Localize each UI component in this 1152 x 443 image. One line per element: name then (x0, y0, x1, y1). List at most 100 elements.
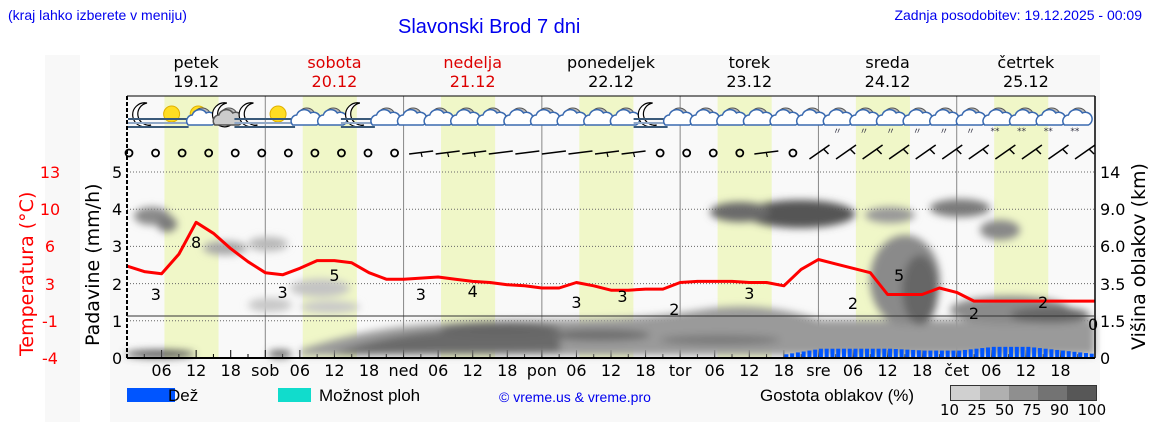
day-header: petek 19.12 (136, 53, 256, 91)
svg-text:4: 4 (468, 282, 478, 301)
density-scale-label: 90 (1050, 401, 1070, 419)
cloud-density-scale (950, 385, 1097, 401)
day-header: sobota 20.12 (274, 53, 394, 91)
svg-text:0: 0 (1088, 315, 1098, 334)
svg-text:5: 5 (894, 266, 904, 285)
x-tick-label: 12 (1015, 361, 1037, 380)
copyright-link[interactable]: © vreme.us & vreme.pro (499, 389, 651, 405)
cloud-height-tick: 6.0 (1100, 237, 1126, 257)
x-tick-label: 06 (981, 361, 1002, 380)
x-tick-label: 06 (842, 361, 864, 380)
svg-text:〃: 〃 (939, 127, 948, 137)
precip-tick: 3 (112, 237, 123, 257)
day-name: ponedeljek (567, 53, 655, 72)
svg-text:3: 3 (744, 284, 754, 303)
page-title: Slavonski Brod 7 dni (398, 16, 581, 38)
x-tick-label: 12 (877, 361, 898, 380)
svg-text:2: 2 (1038, 293, 1048, 312)
svg-text:8: 8 (191, 233, 201, 252)
svg-text:**: ** (1044, 127, 1054, 137)
day-date: 24.12 (864, 72, 911, 91)
x-tick-label: 12 (739, 361, 760, 380)
last-update: Zadnja posodobitev: 19.12.2025 - 00:09 (894, 7, 1142, 23)
x-tick-label: 12 (462, 361, 483, 380)
cloud-height-tick: 1.5 (1100, 311, 1126, 331)
density-scale-label: 25 (967, 401, 987, 419)
svg-text:〃: 〃 (833, 127, 842, 137)
svg-text:〃: 〃 (966, 127, 975, 137)
precip-tick: 2 (112, 274, 123, 294)
density-scale-label: 10 (940, 401, 960, 419)
temperature-tick: 13 (39, 163, 61, 182)
temperature-tick: 6 (44, 237, 56, 257)
x-tick-label: sob (251, 361, 280, 380)
day-header: nedelja 21.12 (413, 53, 533, 91)
precip-tick: 0 (112, 349, 123, 368)
x-tick-label: 18 (1050, 361, 1071, 380)
day-header: ponedeljek 22.12 (551, 53, 671, 91)
x-tick-label: ned (388, 361, 419, 380)
svg-text:〃: 〃 (913, 127, 922, 137)
x-tick-label: 18 (911, 361, 933, 380)
cloud-height-tick: 9.0 (1100, 200, 1126, 220)
svg-text:**: ** (1070, 127, 1080, 137)
density-swatch (980, 386, 1009, 400)
density-swatch (951, 386, 980, 400)
density-swatch (1038, 386, 1067, 400)
x-tick-label: 06 (289, 361, 311, 380)
day-date: 23.12 (726, 72, 773, 91)
x-tick-label: 18 (220, 361, 241, 380)
day-date: 20.12 (311, 72, 358, 91)
svg-text:3: 3 (571, 293, 581, 312)
svg-text:3: 3 (151, 285, 161, 304)
svg-text:〃: 〃 (886, 127, 895, 137)
x-tick-label: 18 (635, 361, 656, 380)
day-date: 19.12 (173, 72, 220, 91)
rain-bars (784, 346, 1094, 358)
x-tick-label: 12 (185, 361, 207, 380)
x-tick-label: 18 (358, 361, 380, 380)
temperature-labels: 3 8 3 5 3 4 3 3 2 3 2 5 2 2 0 (151, 233, 1098, 334)
density-swatch (1067, 386, 1096, 400)
precip-tick: 1 (112, 311, 123, 331)
density-scale-label: 75 (1022, 401, 1042, 419)
svg-text:3: 3 (617, 287, 627, 306)
day-date: 21.12 (449, 72, 496, 91)
x-tick-label: 18 (773, 361, 795, 380)
svg-text:2: 2 (969, 304, 979, 323)
day-header: torek 23.12 (689, 53, 809, 91)
weather-icons-row: 〃 〃 〃 〃 〃 〃 ** ** ** ** (128, 102, 1093, 137)
day-name: četrtek (997, 53, 1055, 72)
cloud-height-tick: 3.5 (1100, 274, 1126, 294)
density-scale-label: 50 (995, 401, 1015, 419)
temperature-tick: -1 (42, 311, 58, 331)
day-name: nedelja (443, 53, 503, 72)
precip-tick: 4 (112, 200, 123, 220)
x-tick-label: 06 (704, 361, 725, 380)
x-tick-label: sre (806, 361, 831, 380)
region-menu-hint: (kraj lahko izberete v meniju) (8, 7, 187, 23)
svg-text:3: 3 (416, 285, 426, 304)
density-scale-label: 100 (1077, 401, 1107, 419)
svg-text:5: 5 (329, 266, 339, 285)
wind-row (124, 144, 1096, 160)
precip-tick: 5 (112, 163, 123, 182)
svg-text:2: 2 (669, 300, 679, 319)
day-header: četrtek 25.12 (966, 53, 1086, 91)
left-temp-panel (45, 55, 80, 422)
svg-text:〃: 〃 (860, 127, 869, 137)
x-tick-label: 18 (497, 361, 518, 380)
x-tick-label: 12 (600, 361, 622, 380)
rain-legend-label: Dež (168, 386, 199, 405)
x-tick-label: 06 (427, 361, 449, 380)
day-date: 25.12 (1002, 72, 1049, 91)
temperature-tick: -4 (42, 349, 58, 368)
cloud-density-label: Gostota oblakov (%) (760, 386, 915, 405)
svg-text:3: 3 (277, 283, 287, 302)
svg-text:2: 2 (848, 294, 858, 313)
temperature-tick: 3 (44, 274, 56, 294)
cloud-height-tick: 14 (1100, 163, 1121, 182)
x-tick-label: 12 (324, 361, 345, 380)
day-header: sreda 24.12 (828, 53, 948, 91)
